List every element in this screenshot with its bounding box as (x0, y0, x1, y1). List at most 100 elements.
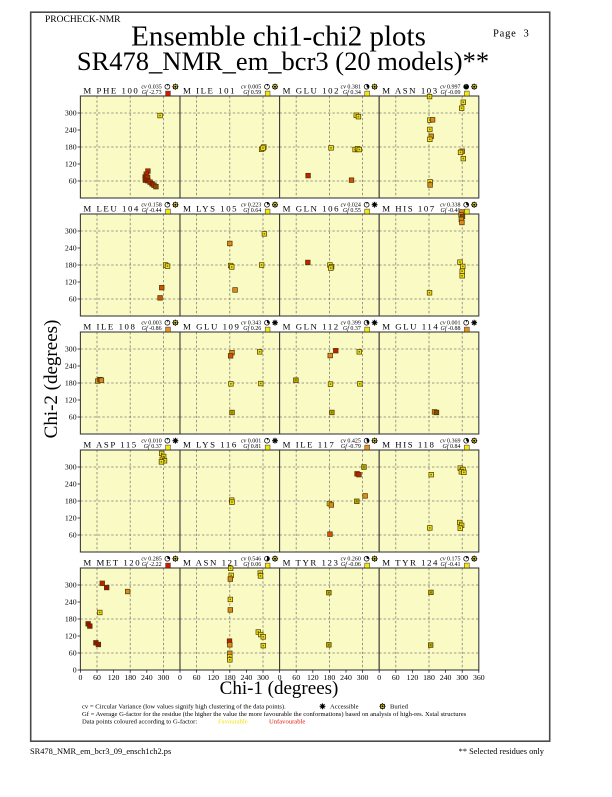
svg-text:60: 60 (93, 673, 101, 682)
svg-text:M HIS 107: M HIS 107 (382, 204, 436, 214)
svg-text:180: 180 (124, 673, 136, 682)
svg-text:SR478_NMR_em_bcr3_09_ensch1ch2: SR478_NMR_em_bcr3_09_ensch1ch2.ps (30, 747, 171, 756)
svg-text:180: 180 (423, 673, 435, 682)
svg-text:300: 300 (65, 344, 77, 353)
svg-text:M ASN 121: M ASN 121 (183, 558, 239, 568)
svg-text:M ILE 101: M ILE 101 (183, 86, 236, 96)
svg-text:60: 60 (69, 648, 77, 657)
svg-text:** Selected residues only: ** Selected residues only (459, 747, 545, 756)
svg-text:Accessible: Accessible (330, 704, 359, 711)
svg-text:Buried: Buried (390, 704, 409, 711)
svg-text:240: 240 (340, 673, 352, 682)
svg-text:Gf 0.64: Gf 0.64 (243, 207, 261, 214)
svg-text:Gf -0.09: Gf -0.09 (441, 89, 461, 96)
svg-text:M GLU 114: M GLU 114 (382, 322, 439, 332)
svg-text:0: 0 (78, 673, 82, 682)
svg-text:cv 0.338: cv 0.338 (440, 203, 460, 209)
svg-text:cv 0.343: cv 0.343 (241, 321, 261, 327)
svg-text:M LYS 116: M LYS 116 (183, 440, 238, 450)
svg-text:cv 0.223: cv 0.223 (241, 203, 261, 209)
svg-text:240: 240 (141, 673, 153, 682)
svg-text:M ASN 103: M ASN 103 (382, 86, 438, 96)
svg-text:120: 120 (108, 673, 120, 682)
svg-text:Gf -0.44: Gf -0.44 (142, 207, 162, 214)
svg-text:M ILE 108: M ILE 108 (83, 322, 136, 332)
svg-text:Ensemble chi1-chi2 plots: Ensemble chi1-chi2 plots (131, 21, 426, 53)
svg-text:Gf -0.41: Gf -0.41 (441, 561, 461, 568)
svg-text:cv 0.010: cv 0.010 (141, 439, 161, 445)
svg-text:Gf -0.79: Gf -0.79 (341, 443, 361, 450)
svg-text:PROCHECK-NMR: PROCHECK-NMR (45, 15, 121, 25)
svg-text:120: 120 (307, 673, 319, 682)
svg-text:120: 120 (407, 673, 419, 682)
svg-text:Gf 0.06: Gf 0.06 (243, 561, 261, 568)
svg-text:SR478_NMR_em_bcr3 (20 models)*: SR478_NMR_em_bcr3 (20 models)** (77, 46, 489, 76)
svg-text:cv 0.425: cv 0.425 (341, 439, 361, 445)
svg-text:60: 60 (392, 673, 400, 682)
svg-text:300: 300 (65, 462, 77, 471)
svg-text:60: 60 (292, 673, 300, 682)
svg-text:M LYS 105: M LYS 105 (183, 204, 238, 214)
svg-text:240: 240 (65, 479, 77, 488)
svg-text:180: 180 (65, 496, 77, 505)
svg-text:cv 0.369: cv 0.369 (440, 439, 460, 445)
svg-text:Favourable: Favourable (218, 719, 248, 726)
svg-text:240: 240 (65, 125, 77, 134)
svg-text:M MET 120: M MET 120 (83, 558, 141, 568)
svg-text:300: 300 (65, 226, 77, 235)
svg-text:Gf -2.73: Gf -2.73 (142, 89, 162, 96)
svg-text:300: 300 (65, 108, 77, 117)
svg-text:cv 0.158: cv 0.158 (141, 203, 161, 209)
svg-text:180: 180 (65, 260, 77, 269)
svg-text:M ASP 115: M ASP 115 (83, 440, 137, 450)
svg-text:Chi-1 (degrees): Chi-1 (degrees) (220, 678, 339, 699)
svg-text:300: 300 (456, 673, 468, 682)
svg-text:240: 240 (440, 673, 452, 682)
svg-text:180: 180 (65, 614, 77, 623)
svg-text:Gf 0.84: Gf 0.84 (443, 443, 461, 450)
svg-text:M GLN 112: M GLN 112 (283, 322, 340, 332)
svg-text:0: 0 (377, 673, 381, 682)
svg-text:180: 180 (324, 673, 336, 682)
svg-text:Gf -0.88: Gf -0.88 (441, 325, 461, 332)
svg-text:180: 180 (224, 673, 236, 682)
svg-text:cv 0.546: cv 0.546 (241, 557, 261, 563)
svg-text:Gf 0.59: Gf 0.59 (243, 89, 261, 96)
svg-text:120: 120 (65, 277, 77, 286)
svg-text:60: 60 (69, 294, 77, 303)
svg-text:300: 300 (357, 673, 369, 682)
svg-text:Gf 0.37: Gf 0.37 (144, 443, 162, 450)
svg-text:M HIS 118: M HIS 118 (382, 440, 435, 450)
svg-text:120: 120 (65, 395, 77, 404)
svg-text:0: 0 (278, 673, 282, 682)
svg-text:cv 0.260: cv 0.260 (341, 557, 361, 563)
svg-text:M GLN 106: M GLN 106 (283, 204, 340, 214)
svg-text:cv 0.035: cv 0.035 (141, 85, 161, 91)
svg-text:Chi-2 (degrees): Chi-2 (degrees) (41, 320, 62, 439)
svg-text:cv 0.399: cv 0.399 (341, 321, 361, 327)
svg-text:cv = Circular Variance (low va: cv = Circular Variance (low values signi… (82, 704, 286, 711)
svg-text:60: 60 (69, 412, 77, 421)
svg-text:cv 0.175: cv 0.175 (440, 557, 460, 563)
svg-text:300: 300 (65, 580, 77, 589)
svg-text:Unfavourable: Unfavourable (269, 719, 305, 726)
svg-text:M GLU 102: M GLU 102 (283, 86, 340, 96)
svg-text:Gf -0.86: Gf -0.86 (142, 325, 162, 332)
svg-text:360: 360 (473, 673, 485, 682)
svg-text:300: 300 (257, 673, 269, 682)
svg-text:M PHE 100: M PHE 100 (83, 86, 139, 96)
svg-text:cv 0.001: cv 0.001 (440, 321, 460, 327)
svg-text:cv 0.001: cv 0.001 (241, 439, 261, 445)
svg-text:60: 60 (69, 530, 77, 539)
svg-text:Gf = Average G-factor for the: Gf = Average G-factor for the residue (t… (82, 711, 467, 718)
svg-text:180: 180 (65, 378, 77, 387)
svg-text:cv 0.997: cv 0.997 (440, 85, 460, 91)
svg-text:cv 0.005: cv 0.005 (241, 85, 261, 91)
svg-text:M ILE 117: M ILE 117 (283, 440, 336, 450)
svg-text:60: 60 (69, 176, 77, 185)
svg-text:0: 0 (73, 665, 77, 674)
svg-text:cv 0.024: cv 0.024 (341, 203, 361, 209)
svg-text:M LEU 104: M LEU 104 (83, 204, 139, 214)
svg-text:Gf -2.22: Gf -2.22 (142, 561, 162, 568)
svg-text:120: 120 (65, 631, 77, 640)
